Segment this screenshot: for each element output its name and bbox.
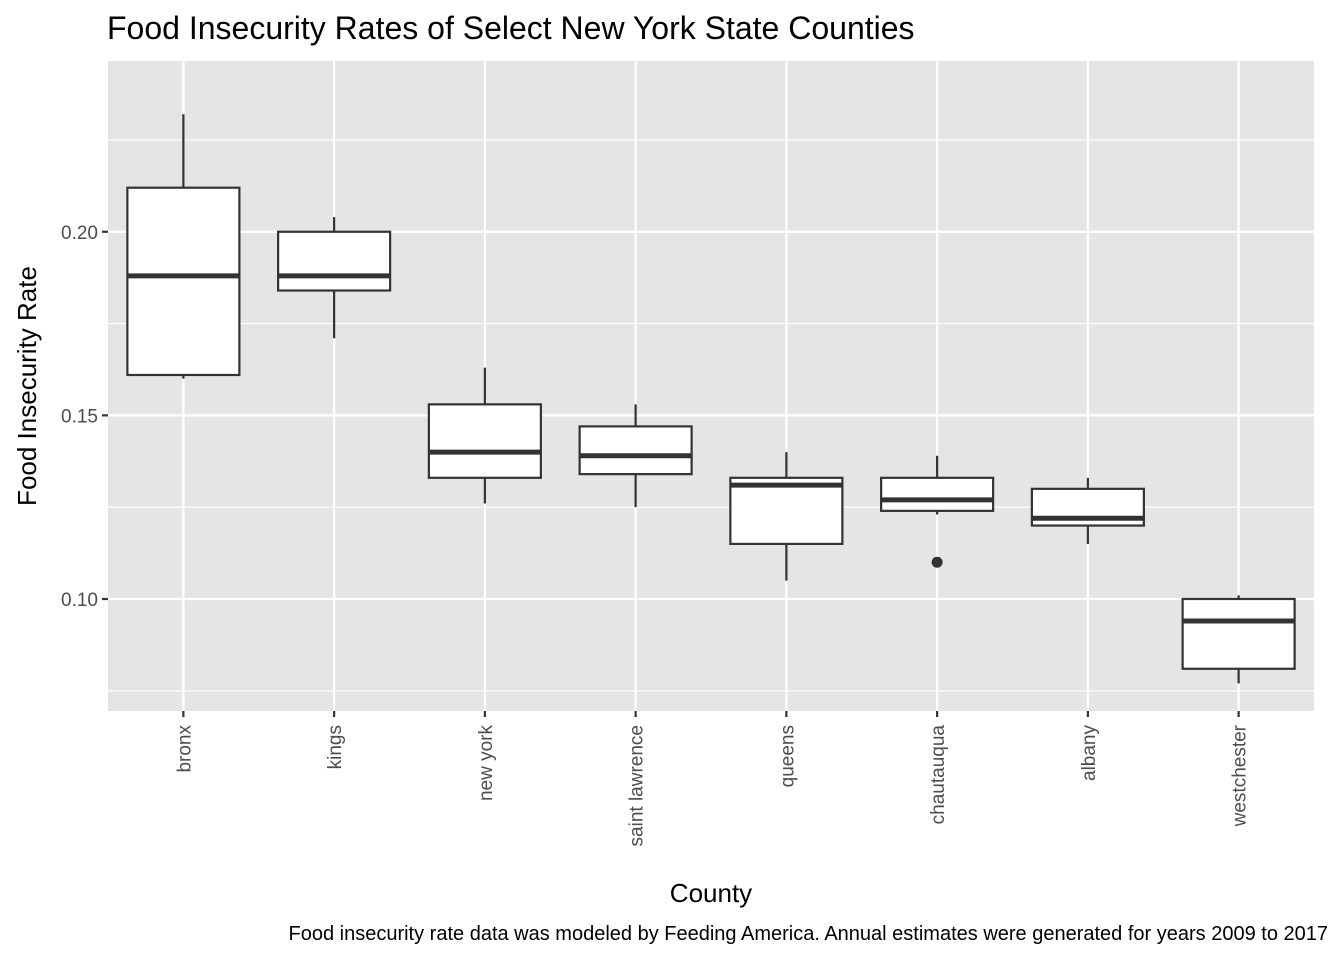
x-tick-label: albany xyxy=(1079,725,1100,781)
box-kings xyxy=(277,217,392,339)
box-chautauqua xyxy=(880,455,995,568)
box-body xyxy=(880,476,995,512)
box-albany xyxy=(1030,477,1145,544)
y-axis-title: Food Insecurity Rate xyxy=(12,266,42,506)
outlier-point xyxy=(931,556,943,568)
x-tick-label: bronx xyxy=(174,725,195,773)
x-tick-label: new york xyxy=(476,725,497,802)
x-tick-label: chautauqua xyxy=(928,725,949,825)
box-new-york xyxy=(427,367,542,504)
box-body xyxy=(729,476,844,546)
box-body xyxy=(578,425,693,476)
x-tick-label: queens xyxy=(777,725,798,787)
x-tick-label: westchester xyxy=(1230,724,1251,827)
y-tick-label: 0.20 xyxy=(61,223,98,244)
box-layer xyxy=(126,114,1296,684)
y-tick-label: 0.15 xyxy=(61,406,98,427)
y-tick-label: 0.10 xyxy=(61,590,98,611)
axis-layer: 0.10 0.15 0.20 bronx kings new york saint lawr… xyxy=(61,223,1251,847)
x-axis-title: County xyxy=(670,878,752,908)
box-saint-lawrence xyxy=(578,404,693,508)
x-tick-label: kings xyxy=(325,725,346,769)
chart-caption: Food insecurity rate data was modeled by… xyxy=(288,923,1329,945)
box-queens xyxy=(729,452,844,581)
box-westchester xyxy=(1181,595,1296,684)
box-body xyxy=(427,403,542,479)
box-body xyxy=(1181,597,1296,670)
box-body xyxy=(277,230,392,292)
box-bronx xyxy=(126,114,241,379)
box-body xyxy=(126,186,241,377)
plot-panel xyxy=(108,61,1314,711)
chart-title: Food Insecurity Rates of Select New York… xyxy=(107,10,915,46)
x-tick-label: saint lawrence xyxy=(627,725,648,846)
